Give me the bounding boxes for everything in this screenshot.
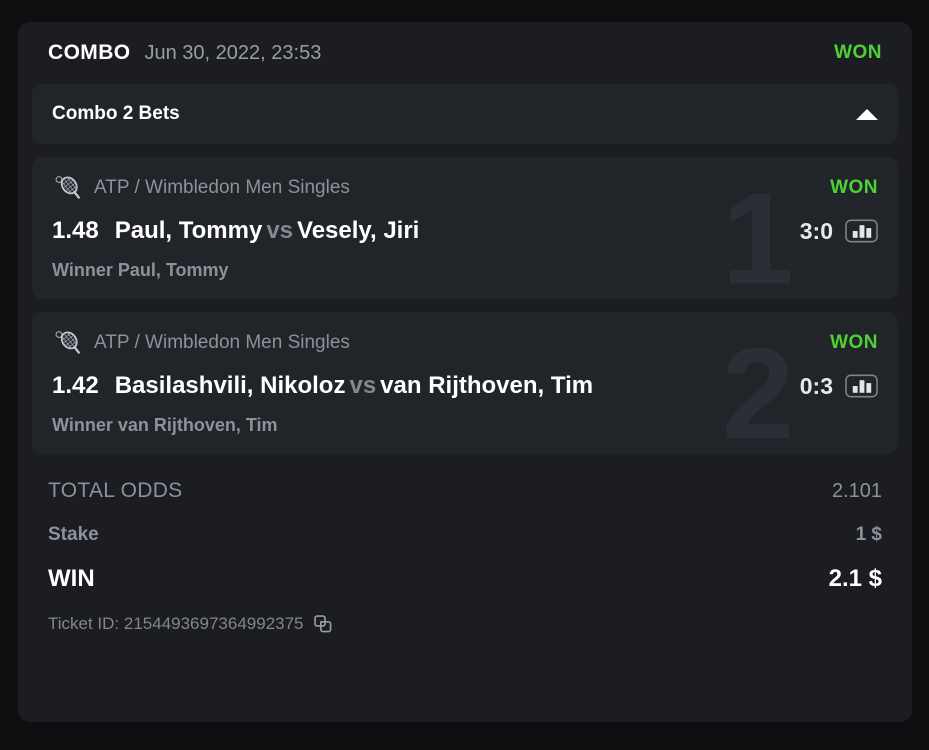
total-odds-value: 2.101 (831, 479, 882, 502)
bet-home-team: Paul, Tommy (114, 217, 263, 244)
bet-league-label: ATP / Wimbledon Men Singles (94, 332, 350, 353)
bar-chart-icon[interactable] (845, 219, 878, 243)
ticket-totals: TOTAL ODDS 2.101 Stake 1 $ WIN 2.1 $ (32, 468, 898, 602)
bet-main-line: 1.48 Paul, Tommy vs Vesely, Jiri 3:0 (52, 217, 878, 245)
total-odds-label: TOTAL ODDS (48, 479, 183, 502)
bet-score-group: 3:0 (800, 218, 878, 245)
bet-home-team: Basilashvili, Nikoloz (114, 372, 346, 399)
bet-teams: Paul, Tommy vs Vesely, Jiri (115, 217, 420, 245)
bet-row[interactable]: 1 (32, 157, 898, 299)
bet-market-label: Winner Paul, Tommy (52, 260, 229, 280)
bet-main-line: 1.42 Basilashvili, Nikoloz vs van Rijthove… (52, 372, 878, 400)
triangle-up-shape (856, 108, 878, 120)
win-value: 2.1 $ (828, 565, 882, 592)
copy-icon[interactable] (313, 615, 332, 633)
bet-teams: Basilashvili, Nikoloz vs van Rijthoven, Ti… (115, 372, 593, 400)
ticket-id-row: Ticket ID: 2154493697364992375 (32, 614, 898, 634)
ticket-status-badge: WON (834, 42, 882, 63)
tennis-racket-icon (55, 176, 80, 199)
bet-row[interactable]: 2 (32, 312, 898, 454)
stake-value: 1 $ (855, 524, 882, 545)
stake-label: Stake (48, 524, 99, 545)
bet-market-label: Winner van Rijthoven, Tim (52, 415, 278, 435)
win-label: WIN (48, 565, 95, 592)
triangle-up-icon[interactable] (856, 103, 878, 125)
total-odds-row: TOTAL ODDS 2.101 (48, 468, 882, 514)
stake-row: Stake 1 $ (48, 514, 882, 556)
combo-summary-title: Combo 2 Bets (52, 103, 180, 124)
ticket-type-label: COMBO (48, 41, 131, 64)
bet-status-badge: WON (830, 177, 878, 198)
tennis-racket-icon (55, 331, 80, 354)
bar-chart-icon[interactable] (845, 374, 878, 398)
bet-header: ATP / Wimbledon Men Singles WON (52, 328, 878, 358)
bet-header: ATP / Wimbledon Men Singles WON (52, 173, 878, 203)
bet-score: 0:3 (799, 372, 833, 399)
bet-odds-value: 1.42 (52, 372, 99, 399)
bet-vs-label: vs (266, 217, 294, 244)
win-row: WIN 2.1 $ (48, 556, 882, 602)
bet-status-badge: WON (830, 332, 878, 353)
bet-odds-value: 1.48 (52, 217, 99, 244)
bet-league-label: ATP / Wimbledon Men Singles (94, 177, 350, 198)
ticket-date: Jun 30, 2022, 23:53 (144, 41, 322, 64)
bet-away-team: Vesely, Jiri (297, 217, 420, 244)
ticket-card: COMBO Jun 30, 2022, 23:53 WON Combo 2 Be… (18, 22, 912, 722)
ticket-id-text: Ticket ID: 2154493697364992375 (48, 614, 304, 633)
bet-away-team: van Rijthoven, Tim (380, 372, 594, 399)
bet-vs-label: vs (349, 372, 377, 399)
ticket-header: COMBO Jun 30, 2022, 23:53 WON (32, 22, 898, 84)
combo-summary-bar[interactable]: Combo 2 Bets (32, 84, 898, 144)
bet-score: 3:0 (799, 217, 833, 244)
bet-score-group: 0:3 (800, 373, 878, 400)
